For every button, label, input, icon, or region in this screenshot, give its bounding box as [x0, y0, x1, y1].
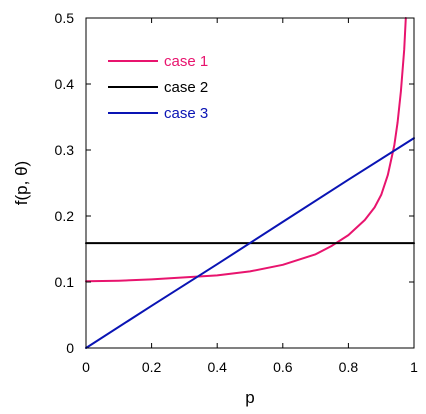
legend-label-1: case 1: [164, 53, 208, 70]
x-tick-label: 0.8: [339, 359, 359, 375]
y-tick-label: 0.3: [55, 142, 75, 158]
legend-label-2: case 2: [164, 79, 208, 96]
x-tick-label: 0.2: [142, 359, 162, 375]
tick-layer: 0 0.2 0.4 0.6 0.8 1 0 0.1 0.2 0.3 0.4 0.5: [55, 10, 419, 375]
series-layer: [85, 17, 415, 349]
y-tick-label: 0.5: [55, 10, 75, 26]
y-axis-label: f(p, θ): [12, 161, 31, 205]
y-tick-label: 0.2: [55, 208, 75, 224]
x-tick-label: 0.6: [273, 359, 293, 375]
y-tick-label: 0: [66, 340, 74, 356]
x-axis-label: p: [245, 388, 254, 407]
legend-label-3: case 3: [164, 105, 208, 122]
plot-frame: [85, 17, 415, 349]
series-line-1: [85, 17, 407, 283]
y-tick-label: 0.4: [55, 76, 75, 92]
series-line-3: [85, 137, 415, 349]
y-tick-label: 0.1: [55, 274, 75, 290]
legend: case 1 case 2 case 3: [108, 53, 208, 122]
x-tick-label: 1: [410, 359, 418, 375]
x-tick-label: 0.4: [207, 359, 227, 375]
x-tick-label: 0: [82, 359, 90, 375]
